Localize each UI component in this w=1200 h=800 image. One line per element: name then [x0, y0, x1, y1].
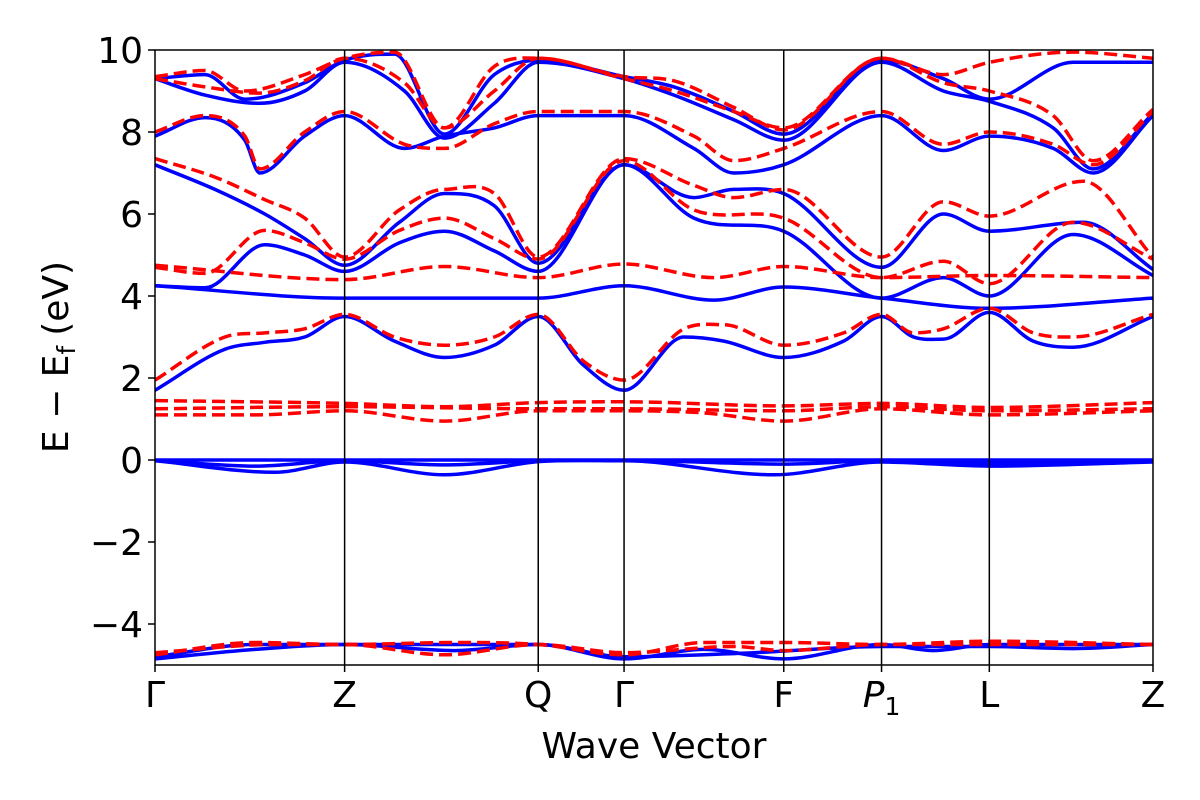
x-axis-title: Wave Vector — [542, 726, 767, 767]
y-tick-label: −4 — [90, 605, 143, 646]
y-tick-label: −2 — [90, 523, 143, 564]
dashed-band-12 — [155, 50, 1153, 132]
solid-band-6 — [155, 310, 1153, 393]
x-tick-label: P1 — [863, 675, 901, 721]
y-tick-label: 8 — [120, 113, 143, 154]
dashed-band-6 — [155, 306, 1153, 382]
x-tick-label: L — [979, 675, 999, 716]
y-tick-label: 2 — [120, 359, 143, 400]
dashed-band-2 — [155, 642, 1153, 657]
y-tick-label: 0 — [120, 441, 143, 482]
dashed-band-10 — [155, 109, 1153, 171]
y-axis-title-subscript: f — [52, 345, 81, 355]
x-axis-ticks: Γ Z Q Γ F P1 L Z — [145, 665, 1165, 721]
y-axis-ticks: −4 −2 0 2 4 6 8 10 — [90, 31, 155, 646]
x-tick-label: F — [773, 675, 794, 716]
x-tick-label: Z — [1141, 675, 1166, 716]
y-tick-label: 6 — [120, 195, 143, 236]
y-axis-title-main: E − E — [36, 355, 77, 454]
dashed-band-11 — [155, 56, 1153, 163]
solid-band-7 — [155, 284, 1153, 311]
dashed-band-8 — [155, 158, 1153, 286]
plot-frame — [154, 49, 1154, 666]
solid-band-10 — [155, 113, 1153, 175]
dashed-band-5 — [155, 398, 1153, 410]
x-tick-label: Q — [524, 675, 552, 716]
bands-layer — [155, 50, 1153, 661]
dashed-band-3 — [155, 407, 1153, 423]
y-tick-label: 4 — [120, 277, 143, 318]
dashed-band-4 — [155, 404, 1153, 413]
y-axis-title: E − Ef (eV) — [36, 261, 81, 453]
dashed-band-9 — [155, 156, 1153, 259]
high-symmetry-lines — [343, 50, 991, 665]
dashed-band-7 — [155, 262, 1153, 282]
solid-band-9 — [155, 163, 1153, 272]
y-tick-label: 10 — [97, 31, 143, 72]
x-tick-label: Γ — [145, 675, 165, 716]
x-tick-label: Z — [332, 675, 357, 716]
x-tick-label: Γ — [614, 675, 634, 716]
y-axis-title-unit: (eV) — [36, 261, 77, 336]
